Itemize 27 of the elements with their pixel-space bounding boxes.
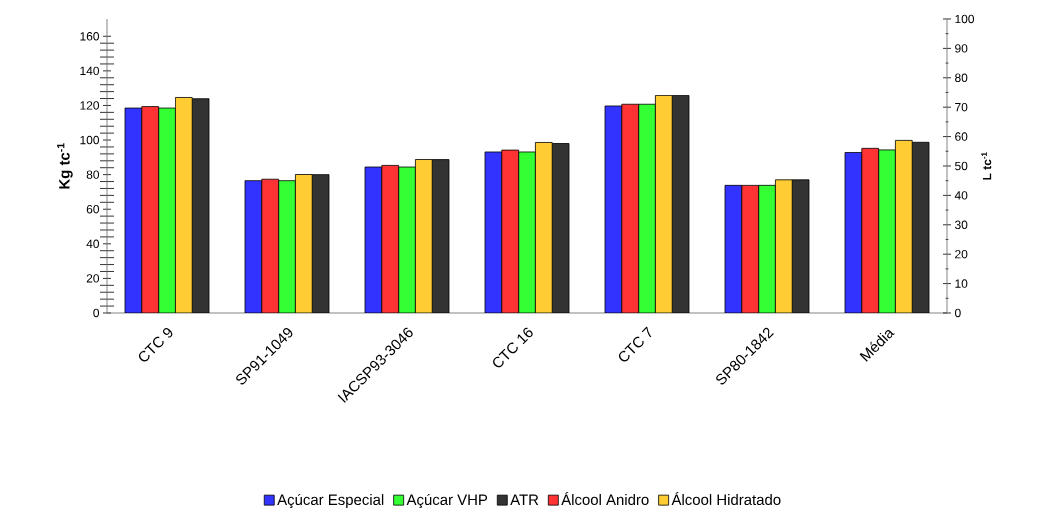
legend-label: Açúcar Especial xyxy=(277,493,384,509)
y2-tick-label: 80 xyxy=(955,73,968,83)
y2-tick-label: 20 xyxy=(955,249,968,259)
legend-label: Álcool Hidratado xyxy=(671,491,781,506)
y-tick-label: 20 xyxy=(86,274,100,283)
y-tick-label: 0 xyxy=(93,308,100,318)
y2-tick-label: 70 xyxy=(955,102,968,112)
y-tick-label: 80 xyxy=(86,170,100,179)
y-tick-label: 140 xyxy=(80,66,100,76)
y2-tick-label: 40 xyxy=(954,191,968,200)
legend-label: Açúcar VHP xyxy=(406,493,488,509)
y2-tick-label: 90 xyxy=(955,44,968,53)
y-tick-label: 100 xyxy=(80,135,100,145)
y2-tick-label: 10 xyxy=(955,279,968,288)
y-tick-label: 60 xyxy=(86,204,100,214)
y-tick-label: 160 xyxy=(80,32,100,41)
y-tick-label: 120 xyxy=(80,101,100,110)
legend-label: Álcool Anidro xyxy=(561,491,649,506)
y2-tick-label: 50 xyxy=(955,161,968,171)
y-axis-title: Kg tc$^{-1}$ xyxy=(57,143,73,189)
y-tick-label: 40 xyxy=(86,239,100,249)
y2-axis-title: L tc$^{-1}$ xyxy=(981,152,992,180)
legend-label: ATR xyxy=(510,494,539,505)
y2-tick-label: 30 xyxy=(954,220,968,230)
y2-tick-label: 0 xyxy=(955,308,961,318)
y2-tick-label: 60 xyxy=(955,132,968,141)
y2-tick-label: 100 xyxy=(955,14,975,24)
